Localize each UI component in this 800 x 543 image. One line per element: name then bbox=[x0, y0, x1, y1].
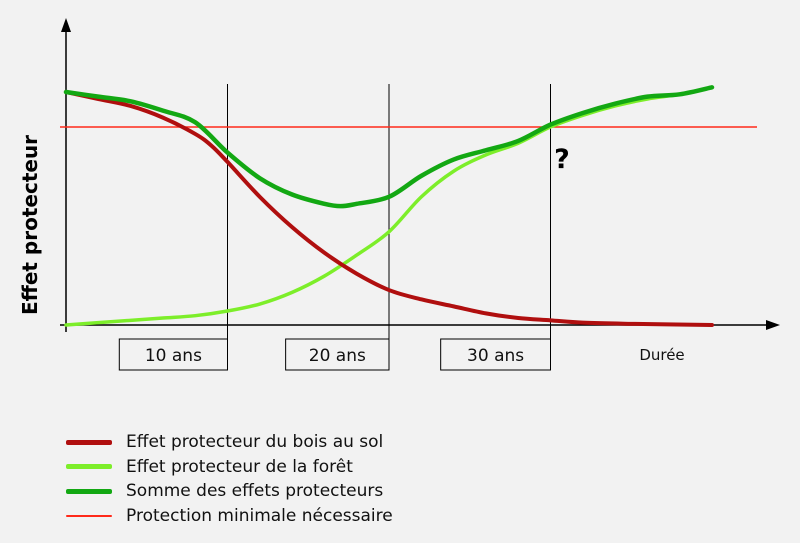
legend-label-bois: Effet protecteur du bois au sol bbox=[126, 432, 384, 453]
legend-label-foret: Effet protecteur de la forêt bbox=[126, 456, 353, 477]
legend-label-somme: Somme des effets protecteurs bbox=[126, 481, 384, 502]
period-label-3: 30 ans bbox=[467, 346, 524, 366]
legend-item-foret: Effet protecteur de la forêt bbox=[66, 455, 393, 480]
period-box-3 bbox=[440, 338, 551, 371]
legend-label-protection: Protection minimale nécessaire bbox=[126, 505, 393, 526]
legend-swatch-protection bbox=[66, 514, 112, 517]
period-box-2 bbox=[285, 338, 390, 371]
x-axis-arrow-icon bbox=[766, 320, 780, 330]
legend-item-protection: Protection minimale nécessaire bbox=[66, 504, 393, 529]
period-label-1: 10 ans bbox=[145, 346, 202, 366]
legend-item-bois: Effet protecteur du bois au sol bbox=[66, 430, 393, 455]
legend-item-somme: Somme des effets protecteurs bbox=[66, 479, 393, 504]
legend-swatch-somme bbox=[66, 488, 112, 494]
period-box-1 bbox=[118, 338, 228, 371]
period-label-2: 20 ans bbox=[309, 346, 366, 366]
y-axis-label: Effet protecteur bbox=[18, 135, 42, 315]
x-axis-label: Durée bbox=[639, 346, 684, 364]
series-line-bois bbox=[64, 90, 714, 327]
y-axis-arrow-icon bbox=[61, 18, 71, 32]
series-line-somme bbox=[63, 85, 715, 209]
series-line-foret bbox=[64, 85, 714, 327]
legend: Effet protecteur du bois au sol Effet pr… bbox=[66, 430, 393, 528]
legend-swatch-foret bbox=[66, 464, 112, 470]
question-mark: ? bbox=[554, 144, 570, 175]
legend-swatch-bois bbox=[66, 439, 112, 445]
